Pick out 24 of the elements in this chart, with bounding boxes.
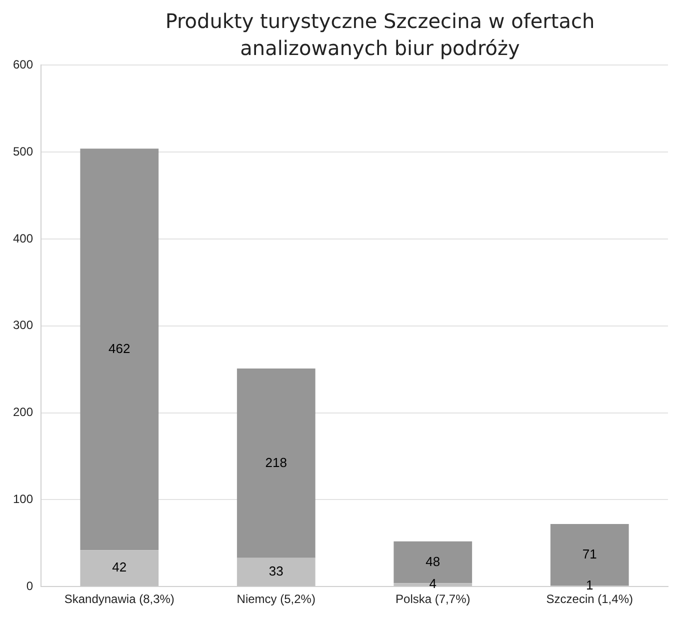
bar: [236, 558, 316, 586]
y-tick-label: 500: [12, 144, 34, 158]
bar: [80, 550, 159, 586]
x-tick-label: Skandynawia (8,3%): [64, 592, 174, 606]
x-tick-label: Szczecin (1,4%): [546, 592, 633, 606]
data-label: 4: [429, 576, 436, 592]
data-label: 218: [265, 454, 287, 470]
data-label: 1: [586, 577, 594, 592]
data-label: 462: [108, 340, 130, 356]
data-label: 42: [112, 560, 127, 575]
y-tick-label: 100: [12, 492, 34, 506]
data-label: 33: [268, 564, 284, 579]
bar: [80, 148, 159, 550]
y-tick-label: 300: [12, 318, 34, 332]
y-tick-label: 400: [12, 231, 34, 246]
y-tick-label: 0: [26, 578, 34, 593]
x-tick-label: Polska (7,7%): [396, 592, 470, 606]
y-tick-label: 200: [12, 405, 34, 420]
data-label: 71: [582, 546, 597, 562]
y-tick-label: 600: [12, 58, 34, 72]
data-label: 48: [426, 554, 440, 569]
x-tick-label: Niemcy (5,2%): [236, 592, 316, 606]
chart-title: Produkty turystyczne Szczecina w ofertach analizowanych biur podróży: [164, 8, 596, 62]
bar: [236, 368, 316, 558]
